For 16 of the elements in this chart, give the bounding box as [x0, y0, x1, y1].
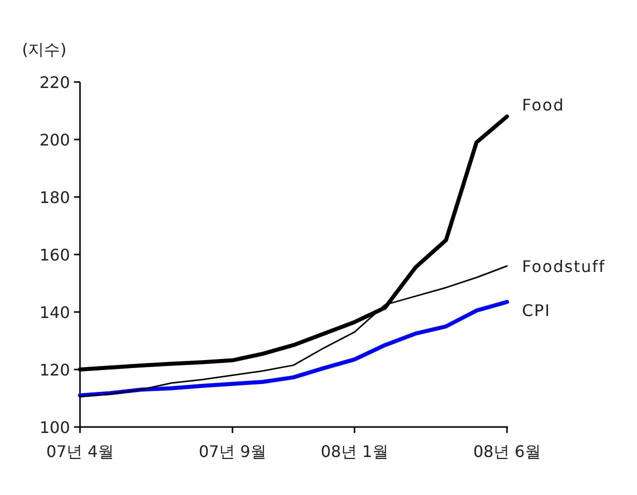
y-tick-label: 100 — [39, 418, 70, 437]
series-label: Foodstuff — [522, 257, 606, 276]
x-tick-label: 07년 9월 — [198, 442, 266, 461]
line-series — [78, 300, 509, 398]
y-tick-label: 140 — [39, 303, 70, 322]
y-tick-label: 220 — [39, 73, 70, 92]
x-tick-label: 08년 1월 — [320, 442, 388, 461]
y-axis-title: (지수) — [22, 40, 66, 59]
y-tick-label: 160 — [39, 246, 70, 264]
y-tick-label: 200 — [39, 130, 70, 150]
y-tick-label: 180 — [39, 188, 70, 207]
y-tick-label: 120 — [39, 360, 70, 380]
series-label: CPI — [522, 300, 551, 320]
series-label: Food — [522, 96, 564, 114]
x-tick-label: 07년 4월 — [46, 442, 114, 461]
x-tick-label: 08년 6월 — [473, 442, 541, 461]
